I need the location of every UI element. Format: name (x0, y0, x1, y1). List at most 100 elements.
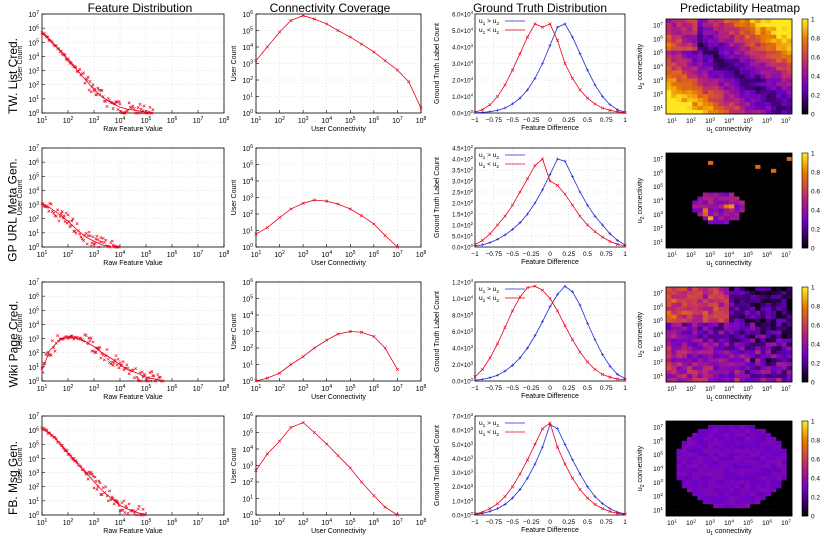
heatmap-cell (697, 212, 704, 217)
heatmap-cell (744, 196, 751, 201)
heatmap-cell (771, 188, 777, 193)
heatmap-cell (718, 176, 725, 182)
data-point (372, 334, 376, 339)
heatmap-cell (671, 188, 677, 193)
heatmap-cell (786, 440, 793, 446)
data-point (623, 111, 627, 115)
heatmap-cell (760, 346, 767, 351)
heatmap-cell (697, 188, 704, 193)
heatmap-cell (734, 290, 740, 296)
heatmap-cell (765, 176, 772, 182)
heatmap-cell (760, 66, 767, 71)
heatmap-cell (760, 342, 767, 347)
data-point (510, 203, 515, 207)
heatmap-cell (723, 86, 730, 91)
heatmap-cell (723, 287, 730, 292)
heatmap-cell (687, 456, 693, 461)
heatmap-cell (781, 460, 788, 465)
heatmap-cell (676, 184, 683, 189)
heatmap-cell (676, 208, 683, 213)
y-tick-label: 1.2×104 (452, 278, 474, 286)
heatmap-cell (702, 488, 709, 493)
heatmap-cell (786, 204, 793, 209)
data-point (563, 159, 567, 163)
plot-frame (41, 147, 225, 248)
heatmap-cell (671, 448, 677, 453)
heatmap-cell (755, 302, 761, 308)
heatmap-cell (786, 244, 793, 249)
heatmap-cell (666, 236, 672, 241)
heatmap-cell (697, 200, 704, 205)
data-point (148, 371, 152, 375)
heatmap-cell (718, 70, 725, 75)
data-point (526, 88, 529, 92)
heatmap-cell (744, 310, 751, 316)
heatmap-cell (676, 168, 683, 174)
heatmap-cell (708, 298, 714, 304)
heatmap-cell (781, 110, 788, 115)
x-tick-label: −0.5 (506, 117, 519, 124)
heatmap-cell (692, 484, 698, 489)
heatmap-cell (729, 82, 735, 87)
heatmap-cell (786, 156, 793, 162)
heatmap-cell (734, 492, 740, 497)
heatmap-cell (771, 424, 777, 430)
heatmap-cell (786, 70, 793, 75)
colorbar-segment (802, 355, 808, 359)
heatmap-cell (776, 358, 782, 363)
heatmap-cell (729, 30, 735, 36)
heatmap-cell (702, 444, 709, 450)
data-point (481, 243, 484, 247)
heatmap-cell (771, 200, 777, 205)
colorbar-tick-label: 0.8 (811, 170, 820, 177)
heatmap-cell (765, 440, 772, 446)
y-tick-label: 101 (653, 238, 663, 247)
data-point (104, 238, 108, 242)
heatmap-cell (744, 30, 751, 36)
heatmap-cell (739, 290, 746, 296)
heatmap-cell (708, 172, 714, 178)
x-tick-label: 101 (667, 384, 677, 393)
heatmap-cell (776, 468, 782, 473)
heatmap-cell (760, 330, 767, 335)
heatmap-cell (671, 421, 677, 426)
data-point (66, 337, 70, 341)
heatmap-cell (687, 46, 693, 51)
heatmap-cell (697, 244, 704, 249)
colorbar-segment (802, 106, 808, 110)
heatmap-cell (671, 330, 677, 335)
y-tick-label: 1.5×102 (452, 210, 474, 218)
heatmap-cell (750, 38, 756, 44)
heatmap-cell (760, 424, 767, 430)
heatmap-cell (687, 342, 693, 347)
heatmap-cell (676, 421, 683, 426)
heatmap-cell (697, 488, 704, 493)
y-tick-label: 104 (28, 53, 39, 62)
heatmap-cell (776, 50, 782, 55)
heatmap-cell (671, 468, 677, 473)
heatmap-cell (750, 82, 756, 87)
heatmap-cell (681, 224, 688, 229)
heatmap-cell (739, 496, 746, 501)
data-point (111, 107, 115, 111)
legend-label: u1 > u2 (479, 286, 499, 295)
heatmap-cell (702, 318, 709, 323)
data-point (585, 223, 590, 227)
heatmap-cell (739, 74, 746, 79)
heatmap-cell (713, 370, 719, 375)
data-point (93, 350, 97, 355)
data-point (526, 346, 529, 350)
data-point (600, 507, 605, 511)
heatmap-cell (692, 338, 698, 343)
heatmap-cell (744, 153, 751, 158)
heatmap-cell (750, 322, 756, 327)
heatmap-cell (739, 156, 746, 162)
heatmap-cell (760, 30, 767, 36)
heatmap-cell (681, 50, 688, 55)
heatmap-cell (771, 448, 777, 453)
heatmap-cell (786, 512, 793, 517)
data-point (93, 475, 97, 479)
heatmap-cell (713, 38, 719, 44)
colorbar-tick-label: 1 (811, 285, 815, 292)
heatmap-cell (718, 358, 725, 363)
